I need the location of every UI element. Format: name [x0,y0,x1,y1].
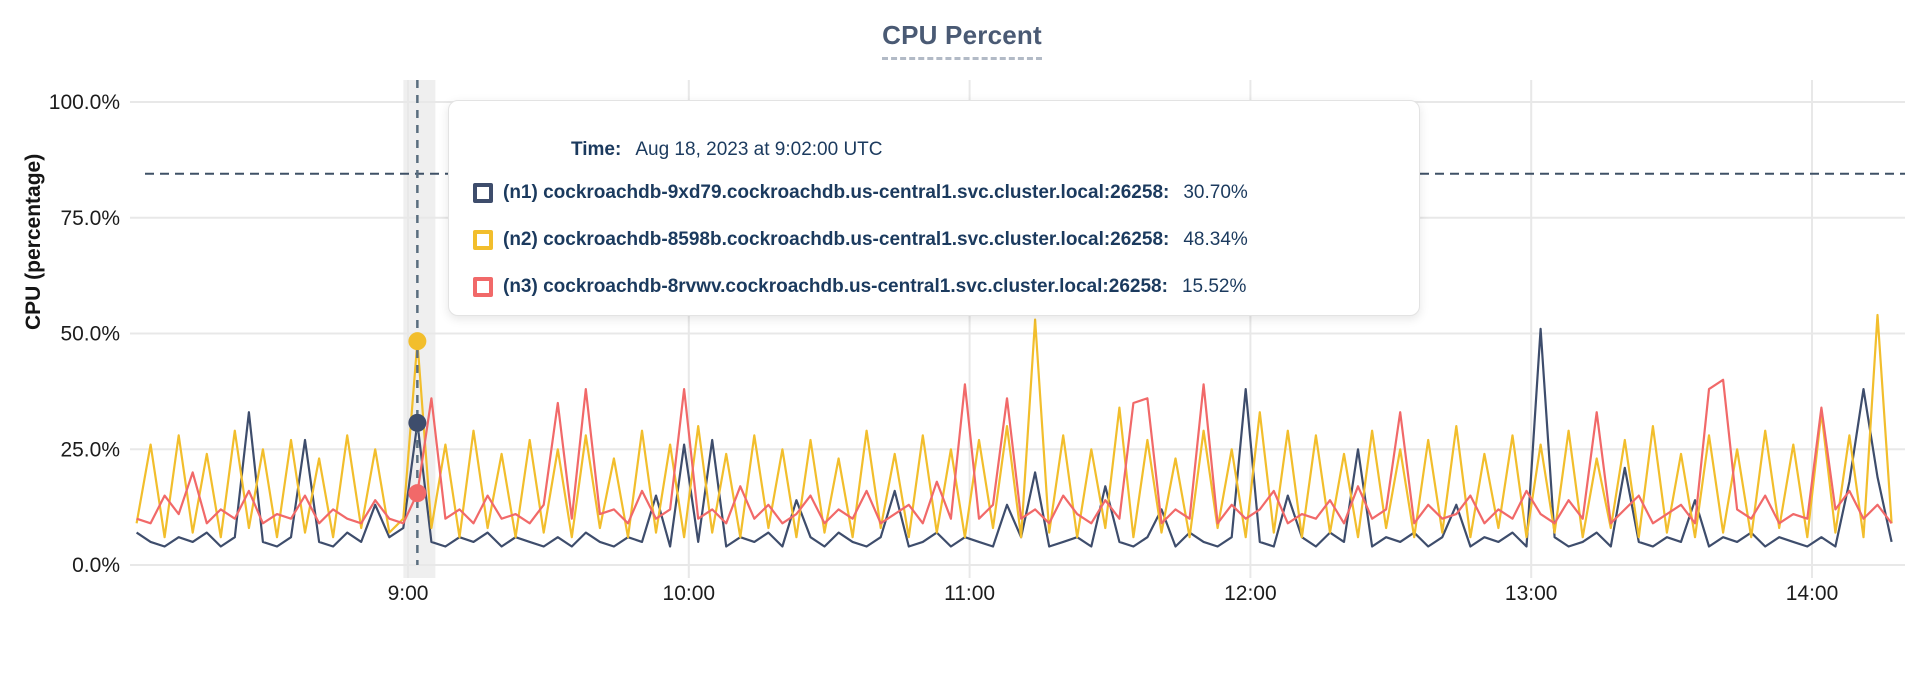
tooltip-series-row-n2: (n2) cockroachdb-8598b.cockroachdb.us-ce… [473,229,1248,251]
series-n1-swatch-icon [473,183,493,203]
x-tick-label: 12:00 [1224,582,1277,605]
series-n2-label: (n2) cockroachdb-8598b.cockroachdb.us-ce… [503,229,1170,250]
cursor-dot-n3 [408,484,427,503]
series-n2-swatch-icon [473,230,493,250]
series-n3-value: 15.52% [1181,276,1247,297]
tooltip-time-label: Time: [571,139,622,160]
series-n2-value: 48.34% [1183,229,1248,250]
chart-title[interactable]: CPU Percent [882,20,1042,60]
series-line-n2 [135,313,1893,539]
series-n1-value: 30.70% [1183,182,1248,203]
x-tick-label: 14:00 [1786,582,1839,605]
axis-tick-labels: 0.0% 25.0% 50.0% 75.0% 100.0% 9:00 10:00 11:00 1… [49,91,1839,605]
series-n1-label: (n1) cockroachdb-9xd79.cockroachdb.us-ce… [503,182,1170,203]
x-tick-label: 10:00 [663,582,716,605]
tooltip-time-value: Aug 18, 2023 at 9:02:00 UTC [635,139,883,160]
y-tick-label: 0.0% [72,554,120,577]
x-tick-label: 13:00 [1505,582,1558,605]
tooltip-series-row-n1: (n1) cockroachdb-9xd79.cockroachdb.us-ce… [473,182,1248,204]
y-axis-title: CPU (percentage) [22,153,45,330]
y-tick-label: 50.0% [60,323,120,346]
tooltip-time-row: Time: Aug 18, 2023 at 9:02:00 UTC [571,139,883,161]
y-tick-label: 25.0% [60,438,120,461]
x-tick-label: 9:00 [388,582,429,605]
series-n3-swatch-icon [473,277,493,297]
chart-title-wrap: CPU Percent [0,20,1924,60]
y-tick-label: 100.0% [49,91,120,114]
series-line-n3 [136,378,1893,525]
series-line-n1 [135,327,1893,548]
cursor-dot-n1 [408,413,427,432]
chart-tooltip: Time: Aug 18, 2023 at 9:02:00 UTC (n1) co… [448,100,1420,316]
cursor-dot-n2 [408,332,427,351]
y-tick-label: 75.0% [60,207,120,230]
series-n3-label: (n3) cockroachdb-8rvwv.cockroachdb.us-ce… [503,276,1168,297]
tooltip-series-row-n3: (n3) cockroachdb-8rvwv.cockroachdb.us-ce… [473,276,1246,298]
x-tick-label: 11:00 [944,582,995,605]
